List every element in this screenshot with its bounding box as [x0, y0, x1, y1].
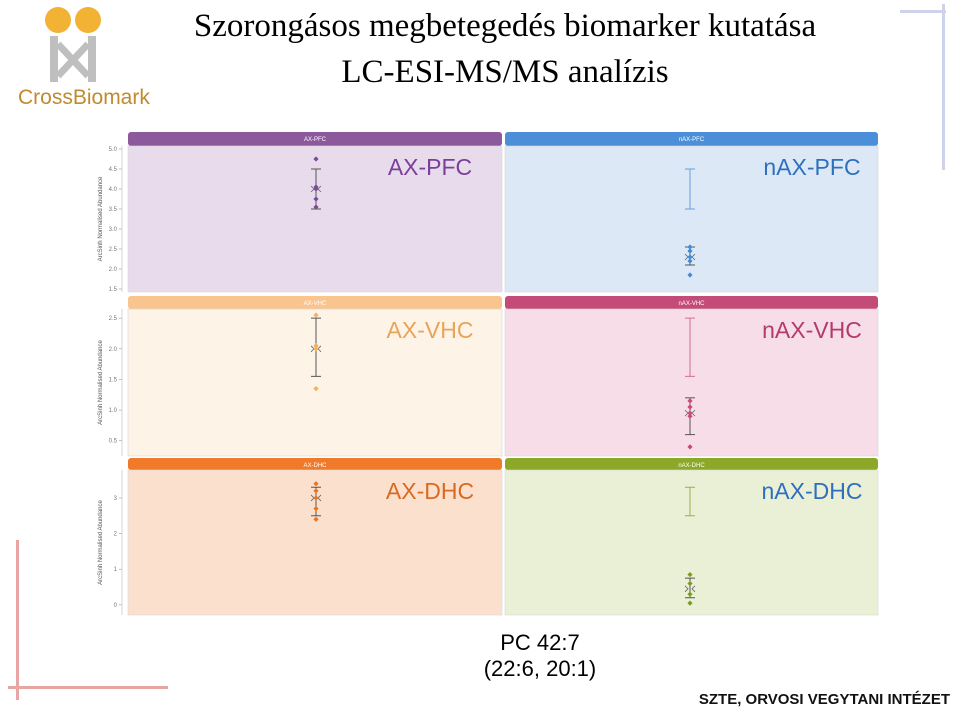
y-tick-label: 4.5 [109, 167, 118, 173]
panel-header-text: AX-DHC [303, 463, 327, 469]
data-point [313, 346, 319, 352]
decor-line-bottom-left-h [8, 686, 168, 689]
y-tick-label: 1 [114, 567, 118, 573]
data-point [313, 488, 319, 494]
data-point [687, 398, 693, 404]
data-point [313, 495, 319, 501]
y-tick-label: 1.5 [109, 287, 118, 293]
data-point [687, 244, 693, 250]
y-tick-label: 0 [114, 603, 118, 609]
data-point [687, 258, 693, 264]
panel-header-text: nAX-PFC [679, 137, 705, 143]
panel-header-bar [128, 458, 502, 470]
data-point [687, 404, 693, 410]
data-point [313, 516, 319, 522]
data-point [313, 312, 319, 318]
panel-label: nAX-VHC [762, 317, 862, 343]
y-tick-label: 1.0 [109, 408, 118, 414]
compound-name: PC 42:7 [500, 630, 580, 655]
compound-label: PC 42:7 (22:6, 20:1) [440, 630, 640, 682]
panel-label: nAX-DHC [762, 478, 863, 504]
decor-line-top-right-h [900, 10, 946, 13]
y-tick-label: 2.5 [109, 247, 118, 253]
data-point [313, 386, 319, 392]
panel-label: nAX-PFC [763, 154, 860, 180]
y-tick-label: 1.5 [109, 377, 118, 383]
slide-title-line1: Szorongásos megbetegedés biomarker kutat… [193, 8, 817, 44]
panel-header-bar [505, 132, 878, 146]
data-point [313, 196, 319, 202]
y-tick-label: 5.0 [109, 147, 118, 153]
y-tick-label: 0.5 [109, 439, 118, 445]
panel-background [504, 469, 879, 616]
data-point [687, 413, 693, 419]
y-tick-label: 3.0 [109, 227, 118, 233]
data-point [313, 204, 319, 210]
data-point [687, 571, 693, 578]
y-tick-label: 3 [114, 496, 118, 502]
decor-line-top-right-v [942, 4, 945, 170]
panel-header-text: nAX-VHC [678, 301, 705, 307]
panel-header-bar [128, 132, 502, 146]
panel-label: AX-VHC [387, 317, 474, 343]
panel-label: AX-PFC [388, 154, 472, 180]
y-axis-label: ArcSinh Normalised Abundance [98, 176, 104, 261]
data-point [313, 481, 319, 487]
panel-background [127, 308, 503, 457]
reference-error-bar [685, 168, 695, 210]
reference-error-bar [685, 486, 695, 517]
reference-error-bar [685, 317, 695, 377]
data-point [687, 591, 693, 597]
data-point [313, 506, 319, 512]
slide-title-line2: LC-ESI-MS/MS analízis [341, 54, 669, 90]
logo-text: CrossBiomark [18, 86, 150, 109]
panel-background [504, 145, 879, 293]
y-tick-label: 2.0 [109, 347, 118, 353]
panel-background [504, 308, 879, 457]
mean-marker-left [684, 585, 689, 593]
compound-composition: (22:6, 20:1) [483, 656, 597, 681]
data-point [687, 272, 693, 278]
data-point [687, 444, 693, 450]
panel-background [127, 145, 503, 293]
y-tick-label: 2.5 [109, 316, 118, 322]
panel-header-text: AX-VHC [304, 301, 327, 307]
panel-header-text: nAX-DHC [678, 463, 705, 469]
data-point [687, 254, 693, 260]
data-point [687, 248, 693, 254]
data-point [313, 186, 319, 192]
data-point [313, 343, 319, 349]
panel-background [127, 469, 503, 616]
data-point [687, 410, 693, 416]
crossbiomark-logo [45, 7, 101, 82]
decor-line-bottom-left-v [16, 540, 19, 700]
panel-header-bar [505, 296, 878, 309]
panel-header-text: AX-PFC [304, 137, 327, 143]
data-point [687, 600, 693, 606]
panel-header-bar [128, 296, 502, 309]
y-tick-label: 3.5 [109, 207, 118, 213]
y-tick-label: 2 [114, 532, 118, 538]
institute-footer: SZTE, ORVOSI VEGYTANI INTÉZET [698, 691, 950, 708]
data-point [687, 580, 693, 587]
y-tick-label: 4.0 [109, 187, 118, 193]
panel-label: AX-DHC [386, 478, 474, 504]
y-axis-label: ArcSinh Normalised Abundance [98, 339, 104, 424]
y-tick-label: 2.0 [109, 267, 118, 273]
mean-marker-right [691, 585, 696, 593]
data-point [313, 156, 319, 162]
panel-header-bar [505, 458, 878, 470]
y-axis-label: ArcSinh Normalised Abundance [98, 499, 104, 584]
